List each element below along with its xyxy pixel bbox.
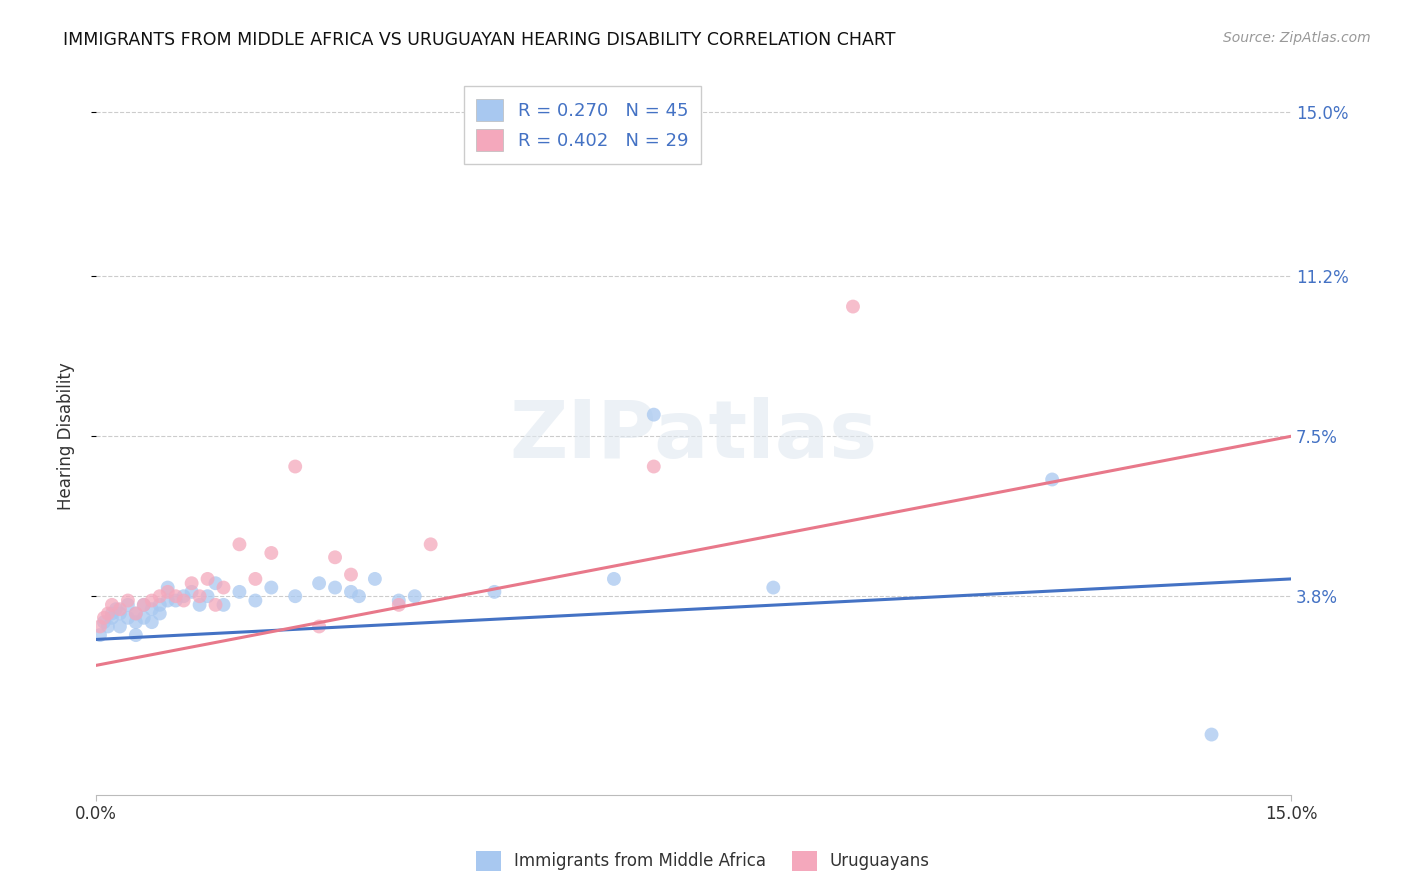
Point [101, 607, 124, 621]
Y-axis label: Hearing Disability: Hearing Disability [58, 362, 75, 510]
Point [93, 615, 115, 629]
Point [1040, 473, 1063, 487]
Point [156, 593, 179, 607]
Point [284, 459, 307, 474]
Point [101, 598, 124, 612]
Point [245, 572, 267, 586]
Point [197, 589, 219, 603]
Point [603, 572, 626, 586]
Point [323, 550, 346, 565]
Point [484, 585, 506, 599]
Point [180, 585, 202, 599]
Point [165, 593, 187, 607]
Point [101, 611, 124, 625]
Point [89, 619, 111, 633]
Legend: Immigrants from Middle Africa, Uruguayans: Immigrants from Middle Africa, Uruguayan… [468, 842, 938, 880]
Point [93, 611, 115, 625]
Point [197, 572, 219, 586]
Point [97, 607, 120, 621]
Point [156, 585, 179, 599]
Point [108, 619, 131, 633]
Point [643, 459, 665, 474]
Point [117, 593, 139, 607]
Point [132, 598, 155, 612]
Point [364, 572, 387, 586]
Point [132, 611, 155, 625]
Point [419, 537, 441, 551]
Point [204, 598, 226, 612]
Point [125, 628, 148, 642]
Text: IMMIGRANTS FROM MIDDLE AFRICA VS URUGUAYAN HEARING DISABILITY CORRELATION CHART: IMMIGRANTS FROM MIDDLE AFRICA VS URUGUAY… [63, 31, 896, 49]
Point [340, 567, 363, 582]
Point [117, 611, 139, 625]
Point [132, 598, 155, 612]
Point [260, 581, 283, 595]
Point [212, 581, 235, 595]
Point [173, 593, 195, 607]
Point [323, 581, 346, 595]
Point [156, 581, 179, 595]
Point [149, 607, 172, 621]
Text: ZIPatlas: ZIPatlas [509, 397, 877, 475]
Point [165, 589, 187, 603]
Point [173, 589, 195, 603]
Point [180, 576, 202, 591]
Point [108, 607, 131, 621]
Point [340, 585, 363, 599]
Point [204, 576, 226, 591]
Point [125, 607, 148, 621]
Point [108, 602, 131, 616]
Point [643, 408, 665, 422]
Point [117, 598, 139, 612]
Legend: R = 0.270   N = 45, R = 0.402   N = 29: R = 0.270 N = 45, R = 0.402 N = 29 [464, 87, 702, 164]
Point [388, 598, 411, 612]
Point [1201, 727, 1223, 741]
Point [141, 615, 163, 629]
Point [125, 615, 148, 629]
Point [308, 619, 330, 633]
Text: Source: ZipAtlas.com: Source: ZipAtlas.com [1223, 31, 1371, 45]
Point [388, 593, 411, 607]
Point [228, 585, 250, 599]
Point [245, 593, 267, 607]
Point [141, 593, 163, 607]
Point [149, 598, 172, 612]
Point [212, 598, 235, 612]
Point [762, 581, 785, 595]
Point [188, 598, 211, 612]
Point [347, 589, 370, 603]
Point [308, 576, 330, 591]
Point [125, 607, 148, 621]
Point [141, 602, 163, 616]
Point [188, 589, 211, 603]
Point [97, 619, 120, 633]
Point [404, 589, 426, 603]
Point [149, 589, 172, 603]
Point [260, 546, 283, 560]
Point [228, 537, 250, 551]
Point [842, 300, 865, 314]
Point [104, 602, 127, 616]
Point [284, 589, 307, 603]
Point [89, 628, 111, 642]
